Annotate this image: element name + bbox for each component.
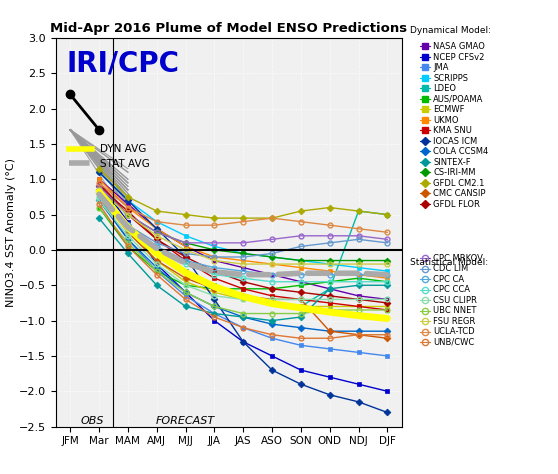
Title: Mid-Apr 2016 Plume of Model ENSO Predictions: Mid-Apr 2016 Plume of Model ENSO Predict… [50, 22, 407, 36]
Text: OBS: OBS [80, 416, 104, 426]
Text: IRI/CPC: IRI/CPC [66, 50, 179, 78]
Text: FORECAST: FORECAST [156, 416, 215, 426]
Text: Statistical Model:: Statistical Model: [410, 258, 488, 267]
Text: Dynamical Model:: Dynamical Model: [410, 26, 491, 35]
Legend: CPC MRKOV, CDC LIM, CPC CA, CPC CCA, CSU CLIPR, UBC NNET, FSU REGR, UCLA-TCD, UN: CPC MRKOV, CDC LIM, CPC CA, CPC CCA, CSU… [420, 254, 483, 347]
Y-axis label: NINO3.4 SST Anomaly (°C): NINO3.4 SST Anomaly (°C) [6, 158, 16, 307]
